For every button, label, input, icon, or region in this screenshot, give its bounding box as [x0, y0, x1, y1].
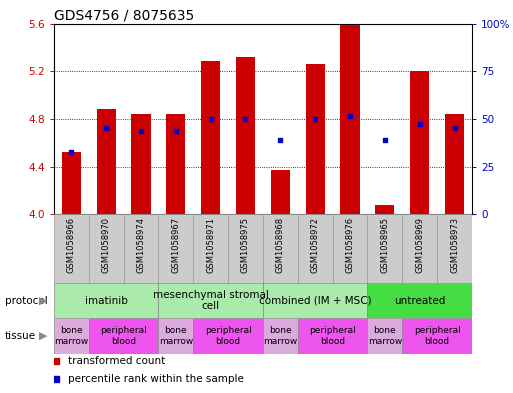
- Bar: [54, 283, 159, 318]
- Bar: [271, 170, 290, 214]
- Text: bone
marrow: bone marrow: [54, 326, 88, 346]
- Bar: [410, 71, 429, 214]
- Bar: [96, 109, 116, 214]
- Text: untreated: untreated: [394, 296, 445, 306]
- Bar: [236, 57, 255, 214]
- Text: peripheral
blood: peripheral blood: [309, 326, 356, 346]
- Bar: [159, 214, 193, 283]
- Text: GSM1058974: GSM1058974: [136, 217, 146, 273]
- Bar: [228, 214, 263, 283]
- Bar: [437, 214, 472, 283]
- Bar: [402, 318, 472, 354]
- Text: GSM1058971: GSM1058971: [206, 217, 215, 273]
- Text: peripheral
blood: peripheral blood: [414, 326, 461, 346]
- Text: ▶: ▶: [40, 296, 48, 306]
- Bar: [89, 214, 124, 283]
- Bar: [166, 114, 185, 214]
- Text: GSM1058970: GSM1058970: [102, 217, 111, 273]
- Text: GSM1058965: GSM1058965: [380, 217, 389, 273]
- Bar: [263, 283, 367, 318]
- Bar: [367, 283, 472, 318]
- Text: mesenchymal stromal
cell: mesenchymal stromal cell: [153, 290, 269, 311]
- Bar: [263, 318, 298, 354]
- Text: peripheral
blood: peripheral blood: [100, 326, 147, 346]
- Bar: [367, 214, 402, 283]
- Bar: [332, 214, 367, 283]
- Bar: [367, 318, 402, 354]
- Text: GSM1058967: GSM1058967: [171, 217, 180, 273]
- Text: combined (IM + MSC): combined (IM + MSC): [259, 296, 371, 306]
- Bar: [131, 114, 150, 214]
- Text: peripheral
blood: peripheral blood: [205, 326, 251, 346]
- Bar: [124, 214, 159, 283]
- Bar: [376, 205, 394, 214]
- Text: GSM1058976: GSM1058976: [346, 217, 354, 273]
- Bar: [193, 214, 228, 283]
- Text: transformed count: transformed count: [69, 356, 166, 367]
- Bar: [54, 214, 89, 283]
- Text: GSM1058972: GSM1058972: [311, 217, 320, 273]
- Text: ▶: ▶: [40, 331, 48, 341]
- Text: bone
marrow: bone marrow: [368, 326, 402, 346]
- Text: GSM1058966: GSM1058966: [67, 217, 76, 273]
- Bar: [263, 214, 298, 283]
- Text: GSM1058969: GSM1058969: [415, 217, 424, 273]
- Bar: [201, 61, 220, 214]
- Bar: [341, 25, 360, 214]
- Bar: [54, 318, 89, 354]
- Text: GDS4756 / 8075635: GDS4756 / 8075635: [54, 8, 194, 22]
- Bar: [193, 318, 263, 354]
- Text: GSM1058968: GSM1058968: [276, 217, 285, 273]
- Bar: [402, 214, 437, 283]
- Bar: [298, 214, 332, 283]
- Text: protocol: protocol: [5, 296, 48, 306]
- Bar: [159, 283, 263, 318]
- Bar: [159, 318, 193, 354]
- Text: bone
marrow: bone marrow: [263, 326, 298, 346]
- Text: GSM1058975: GSM1058975: [241, 217, 250, 273]
- Text: percentile rank within the sample: percentile rank within the sample: [69, 374, 244, 384]
- Text: imatinib: imatinib: [85, 296, 128, 306]
- Text: bone
marrow: bone marrow: [159, 326, 193, 346]
- Bar: [298, 318, 367, 354]
- Text: tissue: tissue: [5, 331, 36, 341]
- Bar: [89, 318, 159, 354]
- Bar: [306, 64, 325, 214]
- Bar: [62, 152, 81, 214]
- Bar: [445, 114, 464, 214]
- Text: GSM1058973: GSM1058973: [450, 217, 459, 273]
